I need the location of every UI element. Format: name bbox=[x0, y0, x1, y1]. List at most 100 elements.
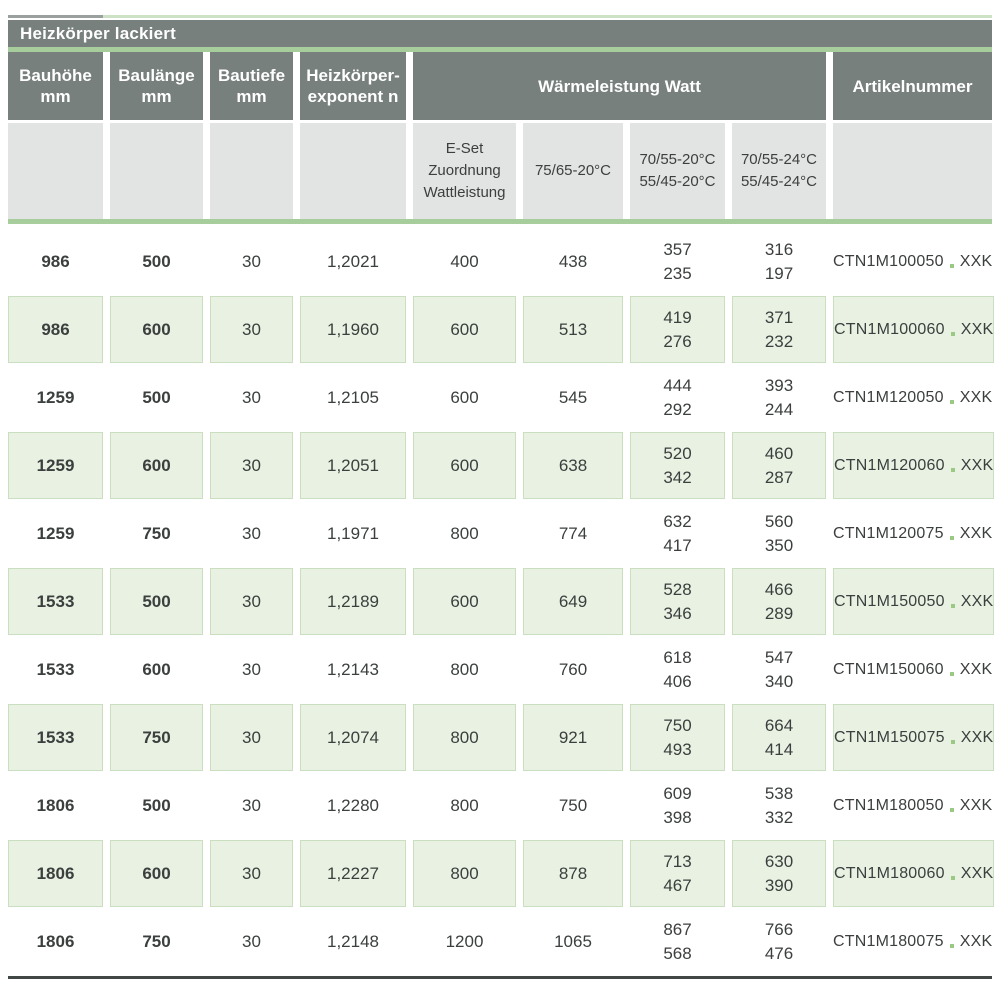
cell-artikelnummer: CTN1M150050 XXK bbox=[833, 568, 995, 635]
cell-baulaenge: 500 bbox=[110, 772, 203, 839]
cell-bautiefe: 30 bbox=[210, 228, 293, 295]
cell-7565: 878 bbox=[523, 840, 623, 907]
cell-bautiefe: 30 bbox=[210, 908, 293, 975]
table-row: 1806 600 30 1,2227 800 878 713 467 630 3… bbox=[8, 840, 995, 907]
table-row: 1806 500 30 1,2280 800 750 609 398 538 3… bbox=[8, 772, 993, 839]
cell-7565: 750 bbox=[523, 772, 623, 839]
cell-eset: 600 bbox=[413, 364, 516, 431]
green-dot-icon bbox=[950, 467, 955, 472]
cell-bauhoehe: 986 bbox=[8, 228, 103, 295]
cell-bautiefe: 30 bbox=[210, 432, 293, 499]
spec-table: Heizkörper lackiert Bauhöhe mm Baulänge … bbox=[8, 15, 995, 979]
subheader-empty-3 bbox=[210, 123, 293, 219]
cell-bautiefe: 30 bbox=[210, 772, 293, 839]
green-dot-icon bbox=[950, 875, 955, 880]
cell-7055-24: 316 197 bbox=[732, 228, 826, 295]
cell-7565: 921 bbox=[523, 704, 623, 771]
cell-bautiefe: 30 bbox=[210, 704, 293, 771]
table-row: 986 600 30 1,1960 600 513 419 276 371 23… bbox=[8, 296, 995, 363]
green-dot-icon bbox=[950, 603, 955, 608]
cell-eset: 800 bbox=[413, 840, 516, 907]
cell-7055-24: 538 332 bbox=[732, 772, 826, 839]
green-separator-bottom bbox=[8, 219, 992, 224]
cell-artikelnummer: CTN1M180075 XXK bbox=[833, 908, 993, 975]
subheader-7055-20: 70/55-20°C 55/45-20°C bbox=[630, 123, 725, 219]
cell-7055-20: 444 292 bbox=[630, 364, 725, 431]
top-decorative-line bbox=[8, 15, 992, 18]
cell-bauhoehe: 1259 bbox=[8, 500, 103, 567]
cell-7055-24: 630 390 bbox=[732, 840, 826, 907]
table-body: 986 500 30 1,2021 400 438 357 235 316 19… bbox=[8, 228, 995, 975]
cell-bauhoehe: 1259 bbox=[8, 364, 103, 431]
cell-bauhoehe: 986 bbox=[8, 296, 103, 363]
cell-exponent: 1,2074 bbox=[300, 704, 406, 771]
cell-artikelnummer: CTN1M150060 XXK bbox=[833, 636, 993, 703]
cell-eset: 600 bbox=[413, 568, 516, 635]
cell-7055-20: 357 235 bbox=[630, 228, 725, 295]
cell-7565: 760 bbox=[523, 636, 623, 703]
cell-7055-24: 460 287 bbox=[732, 432, 826, 499]
cell-artikelnummer: CTN1M100060 XXK bbox=[833, 296, 995, 363]
cell-7055-20: 867 568 bbox=[630, 908, 725, 975]
cell-eset: 400 bbox=[413, 228, 516, 295]
cell-bautiefe: 30 bbox=[210, 296, 293, 363]
cell-artikelnummer: CTN1M180060 XXK bbox=[833, 840, 995, 907]
green-separator-top bbox=[8, 47, 992, 52]
green-dot-icon bbox=[950, 739, 955, 744]
cell-7055-20: 632 417 bbox=[630, 500, 725, 567]
cell-bauhoehe: 1533 bbox=[8, 568, 103, 635]
cell-7055-20: 713 467 bbox=[630, 840, 725, 907]
cell-bautiefe: 30 bbox=[210, 364, 293, 431]
header-exponent: Heizkörper- exponent n bbox=[300, 52, 406, 120]
cell-7055-24: 371 232 bbox=[732, 296, 826, 363]
cell-artikelnummer: CTN1M180050 XXK bbox=[833, 772, 993, 839]
table-row: 1533 600 30 1,2143 800 760 618 406 547 3… bbox=[8, 636, 993, 703]
cell-exponent: 1,1960 bbox=[300, 296, 406, 363]
cell-exponent: 1,2021 bbox=[300, 228, 406, 295]
cell-baulaenge: 750 bbox=[110, 704, 203, 771]
cell-exponent: 1,2148 bbox=[300, 908, 406, 975]
cell-7565: 513 bbox=[523, 296, 623, 363]
cell-7055-24: 466 289 bbox=[732, 568, 826, 635]
cell-7055-20: 750 493 bbox=[630, 704, 725, 771]
header-bautiefe: Bautiefe mm bbox=[210, 52, 293, 120]
green-dot-icon bbox=[950, 331, 955, 336]
cell-exponent: 1,2189 bbox=[300, 568, 406, 635]
cell-exponent: 1,2143 bbox=[300, 636, 406, 703]
subheader-empty-1 bbox=[8, 123, 103, 219]
green-dot-icon bbox=[949, 535, 954, 540]
table-title-band: Heizkörper lackiert bbox=[8, 20, 992, 47]
top-line-gray-segment bbox=[8, 15, 103, 18]
cell-baulaenge: 600 bbox=[110, 840, 203, 907]
table-row: 1806 750 30 1,2148 1200 1065 867 568 766… bbox=[8, 908, 993, 975]
cell-exponent: 1,2227 bbox=[300, 840, 406, 907]
cell-7565: 438 bbox=[523, 228, 623, 295]
table-title: Heizkörper lackiert bbox=[20, 23, 176, 43]
cell-7055-20: 618 406 bbox=[630, 636, 725, 703]
green-dot-icon bbox=[949, 943, 954, 948]
cell-bauhoehe: 1806 bbox=[8, 908, 103, 975]
table-row: 986 500 30 1,2021 400 438 357 235 316 19… bbox=[8, 228, 993, 295]
cell-artikelnummer: CTN1M120075 XXK bbox=[833, 500, 993, 567]
cell-exponent: 1,2105 bbox=[300, 364, 406, 431]
subheader-7565: 75/65-20°C bbox=[523, 123, 623, 219]
green-dot-icon bbox=[949, 263, 954, 268]
cell-bauhoehe: 1806 bbox=[8, 840, 103, 907]
cell-baulaenge: 750 bbox=[110, 500, 203, 567]
header-artikelnummer: Artikelnummer bbox=[833, 52, 992, 120]
cell-bauhoehe: 1533 bbox=[8, 636, 103, 703]
cell-eset: 600 bbox=[413, 296, 516, 363]
column-header-row: Bauhöhe mm Baulänge mm Bautiefe mm Heizk… bbox=[8, 52, 992, 120]
cell-eset: 600 bbox=[413, 432, 516, 499]
green-dot-icon bbox=[949, 671, 954, 676]
cell-7565: 774 bbox=[523, 500, 623, 567]
cell-7055-24: 547 340 bbox=[732, 636, 826, 703]
cell-7565: 638 bbox=[523, 432, 623, 499]
table-row: 1533 750 30 1,2074 800 921 750 493 664 4… bbox=[8, 704, 995, 771]
cell-7055-20: 419 276 bbox=[630, 296, 725, 363]
cell-7565: 649 bbox=[523, 568, 623, 635]
header-waermeleistung: Wärmeleistung Watt bbox=[413, 52, 826, 120]
cell-baulaenge: 750 bbox=[110, 908, 203, 975]
cell-bautiefe: 30 bbox=[210, 636, 293, 703]
cell-bauhoehe: 1806 bbox=[8, 772, 103, 839]
